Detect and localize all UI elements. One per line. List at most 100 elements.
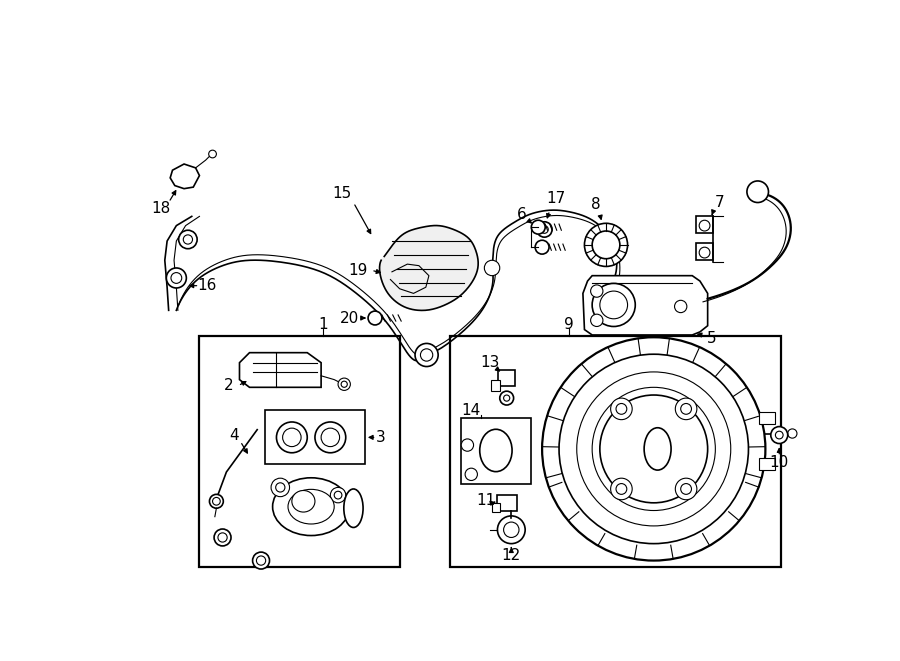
Bar [498, 495, 518, 510]
Circle shape [210, 494, 223, 508]
Circle shape [674, 300, 687, 313]
Circle shape [592, 284, 635, 327]
Circle shape [536, 222, 552, 237]
Circle shape [271, 478, 290, 496]
Circle shape [415, 344, 438, 367]
Circle shape [776, 431, 783, 439]
Text: 10: 10 [770, 455, 789, 470]
Circle shape [461, 439, 473, 451]
Circle shape [559, 354, 749, 543]
Circle shape [675, 398, 697, 420]
Circle shape [595, 284, 613, 303]
Circle shape [599, 291, 627, 319]
Circle shape [179, 230, 197, 249]
Circle shape [577, 372, 731, 526]
Text: 7: 7 [715, 195, 724, 210]
Circle shape [699, 247, 710, 258]
Ellipse shape [292, 490, 315, 512]
Circle shape [610, 478, 632, 500]
Ellipse shape [273, 478, 349, 535]
Circle shape [531, 220, 545, 234]
Circle shape [616, 484, 626, 494]
Polygon shape [239, 353, 321, 387]
Circle shape [504, 522, 519, 537]
Text: 3: 3 [375, 430, 385, 445]
Circle shape [770, 426, 788, 444]
Text: 11: 11 [476, 493, 496, 508]
Bar [696, 216, 713, 233]
Circle shape [465, 468, 477, 481]
Text: 12: 12 [501, 548, 521, 563]
Circle shape [675, 478, 697, 500]
Circle shape [275, 483, 285, 492]
Bar [450, 336, 781, 566]
Circle shape [184, 235, 193, 244]
Text: 5: 5 [706, 331, 716, 346]
Polygon shape [170, 164, 200, 188]
Text: 6: 6 [517, 207, 526, 221]
Bar [492, 503, 500, 512]
Bar [696, 243, 713, 260]
Text: 14: 14 [461, 403, 480, 418]
Text: 19: 19 [348, 263, 368, 278]
Circle shape [610, 398, 632, 420]
Circle shape [368, 311, 382, 325]
Bar [760, 458, 775, 471]
Polygon shape [583, 276, 707, 335]
Ellipse shape [644, 428, 671, 470]
Circle shape [500, 391, 514, 405]
Circle shape [590, 285, 603, 297]
Circle shape [599, 395, 707, 503]
Ellipse shape [344, 489, 363, 527]
Circle shape [599, 289, 608, 298]
Text: 2: 2 [224, 378, 233, 393]
Circle shape [276, 422, 307, 453]
Circle shape [166, 268, 186, 288]
Text: 1: 1 [318, 317, 328, 332]
Circle shape [341, 381, 347, 387]
Circle shape [680, 403, 691, 414]
Circle shape [584, 223, 627, 266]
Circle shape [498, 516, 526, 543]
Circle shape [334, 491, 342, 499]
Text: 16: 16 [197, 278, 217, 293]
Circle shape [536, 240, 549, 254]
Bar [265, 410, 365, 464]
Circle shape [218, 533, 227, 542]
Circle shape [788, 429, 797, 438]
Circle shape [256, 556, 266, 565]
Circle shape [338, 378, 350, 391]
Bar [200, 336, 400, 566]
Circle shape [699, 220, 710, 231]
Circle shape [541, 225, 548, 233]
Circle shape [747, 181, 769, 202]
Circle shape [212, 498, 220, 505]
Bar [461, 418, 530, 484]
Circle shape [616, 403, 626, 414]
Text: 18: 18 [151, 201, 171, 216]
Circle shape [321, 428, 339, 447]
Bar [760, 412, 775, 424]
Text: 13: 13 [480, 355, 500, 370]
Circle shape [504, 395, 509, 401]
Circle shape [214, 529, 231, 546]
Circle shape [283, 428, 302, 447]
Text: 17: 17 [546, 191, 565, 206]
Text: 15: 15 [332, 186, 352, 201]
Circle shape [209, 150, 216, 158]
Text: 8: 8 [591, 196, 601, 212]
Circle shape [592, 387, 716, 510]
Circle shape [330, 487, 346, 503]
Polygon shape [380, 225, 478, 311]
Circle shape [592, 231, 620, 258]
Circle shape [171, 272, 182, 284]
Text: 20: 20 [340, 311, 359, 325]
Ellipse shape [288, 489, 334, 524]
Ellipse shape [480, 429, 512, 472]
Bar [491, 379, 500, 391]
Circle shape [680, 484, 691, 494]
Circle shape [542, 337, 765, 561]
Text: 4: 4 [230, 428, 238, 443]
Text: 9: 9 [564, 317, 574, 332]
Circle shape [420, 349, 433, 361]
